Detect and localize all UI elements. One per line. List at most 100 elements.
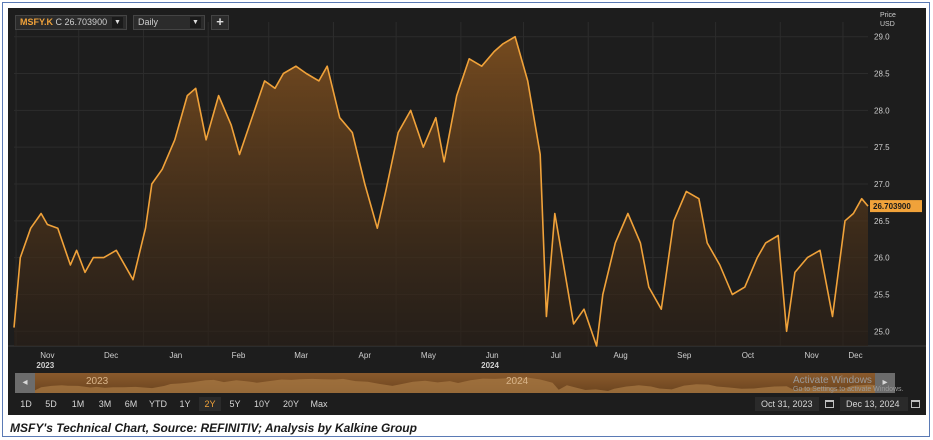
x-tick-label: Mar — [294, 351, 308, 360]
add-button[interactable]: + — [211, 15, 229, 30]
price-point — [339, 117, 341, 119]
price-axis-title: Price — [880, 12, 896, 19]
watermark-subtitle: Go to Settings to activate Windows. — [793, 386, 904, 393]
y-tick-label: 25.0 — [874, 327, 890, 336]
price-point — [397, 131, 399, 133]
range-button-ytd[interactable]: YTD — [149, 399, 167, 409]
price-point — [455, 94, 457, 96]
price-point — [92, 256, 94, 258]
range-button-10y[interactable]: 10Y — [253, 399, 270, 409]
price-point — [384, 190, 386, 192]
price-point — [639, 242, 641, 244]
end-date-field[interactable]: Dec 13, 2024 — [840, 397, 908, 411]
price-point — [785, 330, 787, 332]
x-year-label: 2023 — [36, 361, 54, 370]
x-tick-label: Oct — [742, 351, 755, 360]
x-tick-label: Feb — [232, 351, 246, 360]
price-point — [151, 183, 153, 185]
price-point — [560, 249, 562, 251]
price-point — [481, 65, 483, 67]
price-point — [19, 256, 21, 258]
price-point — [852, 212, 854, 214]
price-point — [57, 227, 59, 229]
price-point — [40, 212, 42, 214]
price-point — [595, 345, 597, 347]
price-point — [376, 227, 378, 229]
price-point — [806, 256, 808, 258]
y-tick-label: 26.0 — [874, 254, 890, 263]
range-button-1y[interactable]: 1Y — [179, 399, 191, 409]
last-price-badge — [870, 200, 922, 213]
price-point — [422, 146, 424, 148]
price-point — [75, 249, 77, 251]
range-button-5y[interactable]: 5Y — [229, 399, 241, 409]
range-button-3m[interactable]: 3M — [98, 399, 112, 409]
x-tick-label: Jun — [486, 351, 499, 360]
interval-label: Daily — [138, 17, 159, 27]
chevron-down-icon[interactable]: ▼ — [190, 17, 201, 28]
price-point — [539, 153, 541, 155]
price-point — [326, 65, 328, 67]
price-point — [819, 249, 821, 251]
price-point — [602, 293, 604, 295]
price-point — [673, 220, 675, 222]
price-point — [186, 94, 188, 96]
chart-caption: MSFY's Technical Chart, Source: REFINITI… — [10, 421, 417, 435]
x-tick-label: Jul — [551, 351, 561, 360]
price-point — [794, 271, 796, 273]
ticker-close: C 26.703900 — [55, 17, 108, 27]
price-point — [861, 198, 863, 200]
price-point — [103, 256, 105, 258]
range-button-1m[interactable]: 1M — [71, 399, 85, 409]
price-point — [648, 286, 650, 288]
price-point — [364, 183, 366, 185]
price-point — [572, 323, 574, 325]
activation-watermark: Activate Windows Go to Settings to activ… — [793, 375, 904, 393]
price-point — [867, 205, 869, 207]
price-point — [706, 242, 708, 244]
y-tick-label: 26.5 — [874, 217, 890, 226]
navigator-left-handle[interactable]: ◂ — [15, 373, 35, 393]
price-point — [230, 124, 232, 126]
x-tick-label: Nov — [40, 351, 54, 360]
price-point — [274, 87, 276, 89]
x-tick-label: Aug — [613, 351, 627, 360]
price-point — [13, 326, 15, 328]
price-area-fill — [14, 36, 868, 346]
navigator-year-2023: 2023 — [86, 376, 109, 387]
range-button-5d[interactable]: 5D — [45, 399, 57, 409]
price-point — [756, 256, 758, 258]
x-tick-label: May — [421, 351, 436, 360]
y-tick-label: 29.0 — [874, 33, 890, 42]
range-button-2y[interactable]: 2Y — [199, 397, 221, 411]
x-tick-label: Dec — [104, 351, 118, 360]
ticker-selector[interactable]: MSFY.K C 26.703900 ▼ — [15, 15, 127, 30]
interval-selector[interactable]: Daily ▼ — [133, 15, 205, 30]
price-point — [831, 315, 833, 317]
range-button-20y[interactable]: 20Y — [282, 399, 299, 409]
x-tick-label: Nov — [805, 351, 819, 360]
price-point — [468, 58, 470, 60]
navigator-right-handle[interactable]: ▸ — [875, 373, 895, 393]
price-point — [583, 308, 585, 310]
price-line — [13, 35, 869, 347]
ticker-symbol: MSFY.K — [20, 17, 54, 27]
calendar-icon[interactable] — [825, 400, 834, 408]
price-point — [514, 36, 516, 38]
range-button-6m[interactable]: 6M — [124, 399, 138, 409]
watermark-title: Activate Windows — [793, 375, 872, 386]
price-point — [685, 190, 687, 192]
range-button-1d[interactable]: 1D — [20, 399, 32, 409]
price-point — [238, 153, 240, 155]
x-tick-label: Apr — [359, 351, 372, 360]
calendar-icon[interactable] — [911, 400, 920, 408]
price-point — [84, 271, 86, 273]
navigator-window[interactable] — [35, 373, 875, 393]
range-button-max[interactable]: Max — [310, 399, 328, 409]
navigator-minichart — [35, 377, 875, 393]
chevron-down-icon[interactable]: ▼ — [112, 17, 123, 28]
price-point — [174, 139, 176, 141]
start-date-field[interactable]: Oct 31, 2023 — [755, 397, 819, 411]
y-tick-label: 28.0 — [874, 106, 890, 115]
